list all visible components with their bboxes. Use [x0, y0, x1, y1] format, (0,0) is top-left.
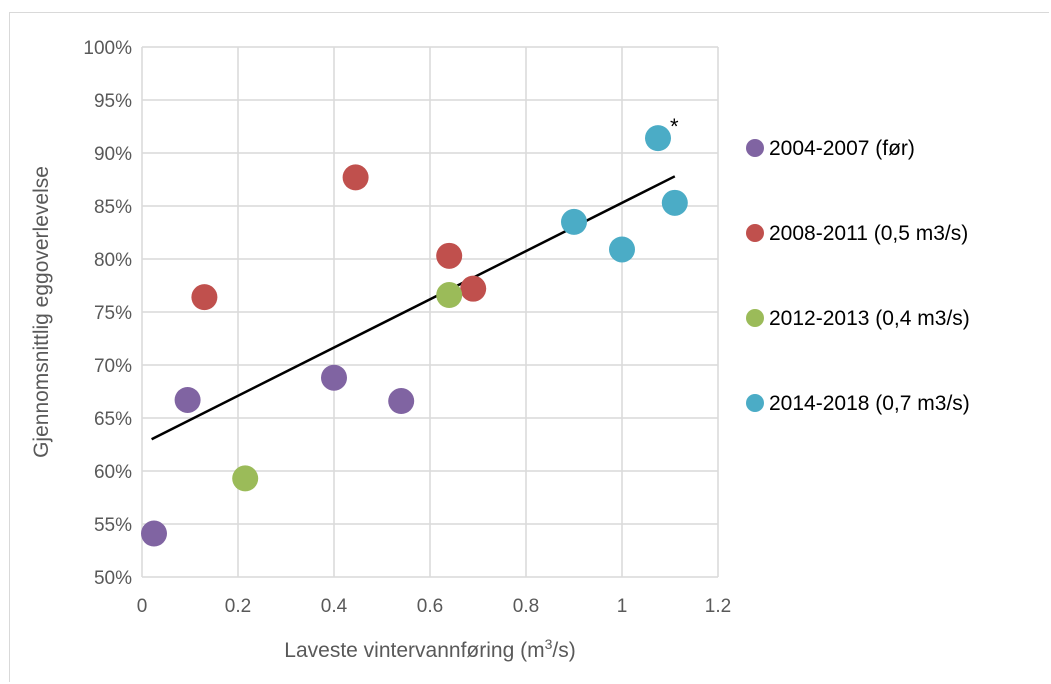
legend-marker	[746, 139, 764, 157]
x-tick-label: 1.2	[705, 596, 731, 617]
legend-marker	[746, 309, 764, 327]
x-tick-label: 0.8	[513, 596, 539, 617]
x-tick-label: 0.2	[225, 596, 251, 617]
legend-marker	[746, 224, 764, 242]
data-point	[645, 125, 671, 152]
data-point	[232, 465, 259, 492]
annotations: *	[670, 114, 679, 139]
legend-label: 2004-2007 (før)	[769, 137, 915, 160]
data-point	[436, 242, 463, 269]
data-point	[609, 236, 635, 263]
data-point	[436, 282, 463, 309]
y-tick-label: 85%	[94, 197, 132, 218]
annotation-asterisk: *	[670, 114, 679, 139]
y-tick-label: 60%	[94, 462, 132, 483]
x-tick-label: 0.6	[417, 596, 443, 617]
data-point	[342, 164, 369, 191]
y-tick-label: 55%	[94, 515, 132, 536]
y-tick-label: 75%	[94, 303, 132, 324]
data-point	[321, 364, 347, 391]
y-tick-label: 70%	[94, 356, 132, 377]
x-tick-label: 0.4	[321, 596, 348, 617]
x-tick-label: 0	[137, 596, 148, 617]
data-point	[561, 208, 587, 235]
y-tick-label: 95%	[94, 91, 132, 112]
x-axis-label-main: Laveste vintervannføring (m	[284, 639, 544, 662]
tick-labels: 50% 55% 60% 65% 70% 75% 80% 85% 90% 95% 100% 0 0.2 0.…	[83, 38, 731, 617]
x-axis-label: Laveste vintervannføring (m3/s)	[284, 636, 575, 662]
legend: 2004-2007 (før) 2008-2011 (0,5 m3/s) 2012-…	[746, 137, 970, 415]
data-point	[141, 520, 167, 547]
trendline	[151, 175, 676, 441]
data-point	[388, 388, 415, 415]
y-axis-label: Gjennomsnittlig eggoverlevelse	[30, 166, 53, 458]
x-tick-label: 1	[617, 596, 628, 617]
legend-marker	[746, 394, 764, 412]
y-tick-label: 50%	[94, 568, 132, 589]
chart-frame	[9, 12, 1049, 682]
data-point	[661, 189, 688, 216]
data-point	[460, 275, 487, 302]
data-point	[191, 284, 218, 311]
trendline-layer	[151, 175, 676, 441]
y-tick-label: 65%	[94, 409, 132, 430]
data-points	[141, 125, 688, 547]
gridlines	[141, 46, 719, 578]
legend-label: 2008-2011 (0,5 m3/s)	[769, 222, 968, 245]
y-tick-label: 80%	[94, 250, 132, 271]
y-tick-label: 90%	[94, 144, 132, 165]
x-axis-label-superscript: 3	[545, 636, 553, 652]
y-tick-label: 100%	[83, 38, 132, 59]
x-axis-label-tail: /s)	[552, 639, 575, 662]
legend-label: 2014-2018 (0,7 m3/s)	[769, 392, 970, 415]
data-point	[174, 386, 201, 413]
legend-label: 2012-2013 (0,4 m3/s)	[769, 307, 970, 330]
